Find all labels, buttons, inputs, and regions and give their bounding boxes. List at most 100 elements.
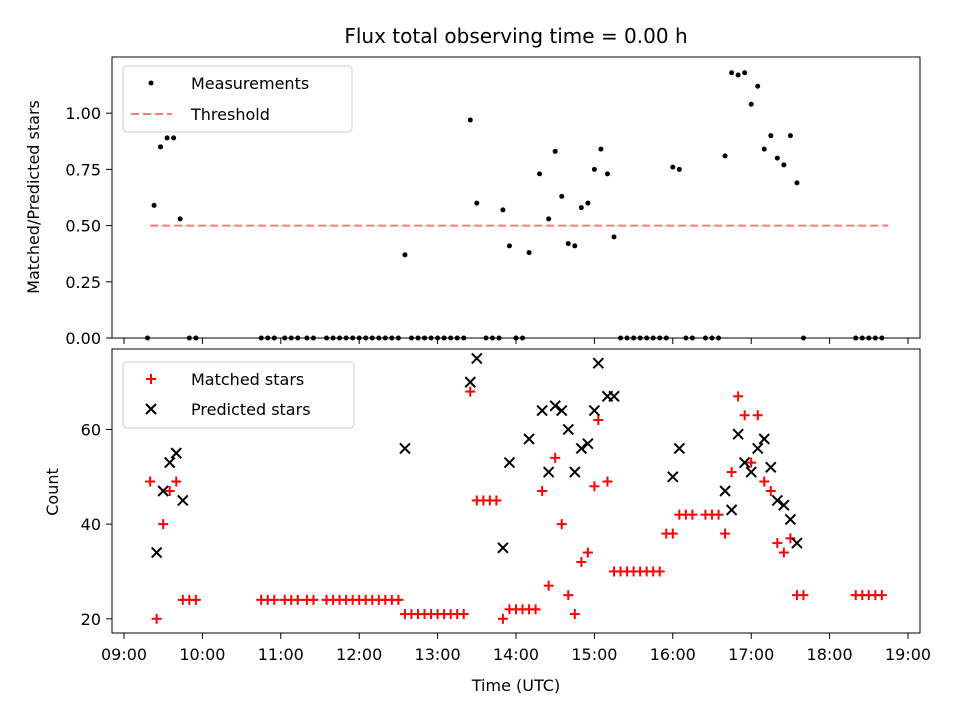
- predicted-star-point: [667, 471, 679, 483]
- measurement-point: [506, 243, 512, 249]
- matched-star-point: [465, 386, 476, 397]
- legend-threshold-label: Threshold: [190, 105, 270, 124]
- predicted-star-point: [582, 437, 594, 450]
- measurement-point: [526, 250, 532, 256]
- x-tick-label: 09:00: [101, 645, 147, 664]
- measurement-point: [742, 70, 748, 76]
- bottom-legend: Matched stars Predicted stars: [122, 361, 355, 429]
- matched-star-point: [733, 391, 744, 402]
- x-tick-label: 18:00: [807, 645, 853, 664]
- matched-star-point: [563, 590, 574, 601]
- predicted-star-point: [778, 499, 790, 511]
- matched-star-point: [765, 486, 776, 496]
- matched-star-point: [589, 481, 600, 492]
- predicted-star-point: [588, 404, 601, 417]
- x-axis-label: Time (UTC): [471, 676, 560, 695]
- matched-star-point: [530, 604, 541, 615]
- predicted-star-point: [464, 376, 476, 388]
- predicted-star-point: [752, 442, 764, 455]
- bottom-legend-box: [122, 361, 355, 429]
- bottom-y-axis-label: Count: [43, 468, 62, 516]
- matched-star-point: [292, 594, 303, 605]
- x-tick-label: 14:00: [493, 645, 539, 664]
- matched-star-point: [654, 566, 665, 577]
- matched-star-point: [785, 533, 796, 544]
- top-y-tick-label: 0.25: [65, 273, 101, 292]
- x-tick-label: 19:00: [885, 645, 931, 664]
- matched-star-point: [687, 509, 698, 520]
- matched-star-point: [164, 486, 175, 496]
- predicted-star-point: [592, 357, 605, 369]
- measurement-point: [559, 193, 565, 199]
- matched-star-point: [746, 457, 757, 468]
- measurement-point: [768, 133, 774, 139]
- matched-star-point: [667, 528, 678, 539]
- measurement-point: [781, 162, 787, 168]
- x-tick-label: 12:00: [336, 645, 382, 664]
- measurement-point: [164, 135, 170, 141]
- predicted-star-point: [177, 494, 189, 507]
- predicted-star-point: [157, 485, 169, 497]
- predicted-star-point: [542, 466, 555, 478]
- matched-star-point: [491, 495, 502, 506]
- measurement-point: [748, 101, 754, 107]
- predicted-star-point: [608, 390, 620, 403]
- top-legend-box: [122, 65, 353, 133]
- measurement-point: [158, 144, 164, 150]
- predicted-star-point: [745, 466, 757, 478]
- matched-star-point: [569, 609, 580, 620]
- measurement-point: [755, 83, 761, 89]
- measurement-point: [467, 117, 473, 123]
- predicted-star-point: [784, 513, 797, 526]
- predicted-star-point: [765, 461, 777, 474]
- bottom-y-tick-label: 40: [81, 515, 101, 534]
- measurement-point: [729, 70, 735, 76]
- measurement-point: [578, 205, 584, 211]
- measurement-point: [722, 153, 728, 159]
- measurement-point: [676, 166, 682, 172]
- matched-star-point: [726, 467, 737, 478]
- measurement-point: [761, 146, 767, 152]
- matched-star-point: [550, 452, 561, 463]
- matched-star-point: [772, 538, 783, 549]
- x-tick-label: 16:00: [650, 645, 696, 664]
- measurement-point: [402, 252, 408, 258]
- matched-star-point: [752, 410, 763, 421]
- matched-star-point: [171, 476, 182, 487]
- matched-star-point: [576, 557, 587, 567]
- predicted-star-point: [771, 494, 784, 507]
- x-tick-label: 10:00: [179, 645, 225, 664]
- top-axes: 0.00 0.25 0.50 0.75 1.00 Matched/Predicted s…: [24, 56, 921, 348]
- predicted-star-point: [673, 442, 686, 455]
- measurement-point: [177, 216, 183, 222]
- matched-star-point: [720, 528, 731, 539]
- matched-star-point: [556, 519, 567, 530]
- matched-star-point: [497, 613, 508, 624]
- matched-star-point: [151, 613, 162, 624]
- matched-star-point: [308, 594, 319, 605]
- x-tick-label: 13:00: [415, 645, 461, 664]
- bottom-y-tick-label: 60: [81, 420, 101, 439]
- measurement-point: [670, 164, 676, 170]
- predicted-star-point: [471, 352, 483, 365]
- chart-title: Flux total observing time = 0.00 h: [344, 24, 687, 48]
- measurement-point: [552, 148, 558, 154]
- matched-star-point: [778, 547, 789, 558]
- measurement-point: [546, 216, 552, 222]
- measurement-point: [787, 133, 793, 139]
- measurement-point: [591, 166, 597, 172]
- predicted-star-point: [399, 442, 411, 455]
- measurement-point: [565, 241, 571, 247]
- measurement-point: [794, 180, 800, 186]
- predicted-star-point: [503, 456, 516, 469]
- matched-star-point: [537, 486, 548, 496]
- matched-star-point: [458, 609, 469, 620]
- matched-star-point: [798, 590, 809, 601]
- measurement-point: [774, 155, 780, 161]
- measurement-point: [537, 171, 543, 177]
- predicted-star-point: [791, 537, 803, 549]
- predicted-star-point: [575, 442, 588, 455]
- top-y-tick-label: 0.50: [65, 217, 101, 236]
- legend-measurements-marker: [148, 80, 154, 86]
